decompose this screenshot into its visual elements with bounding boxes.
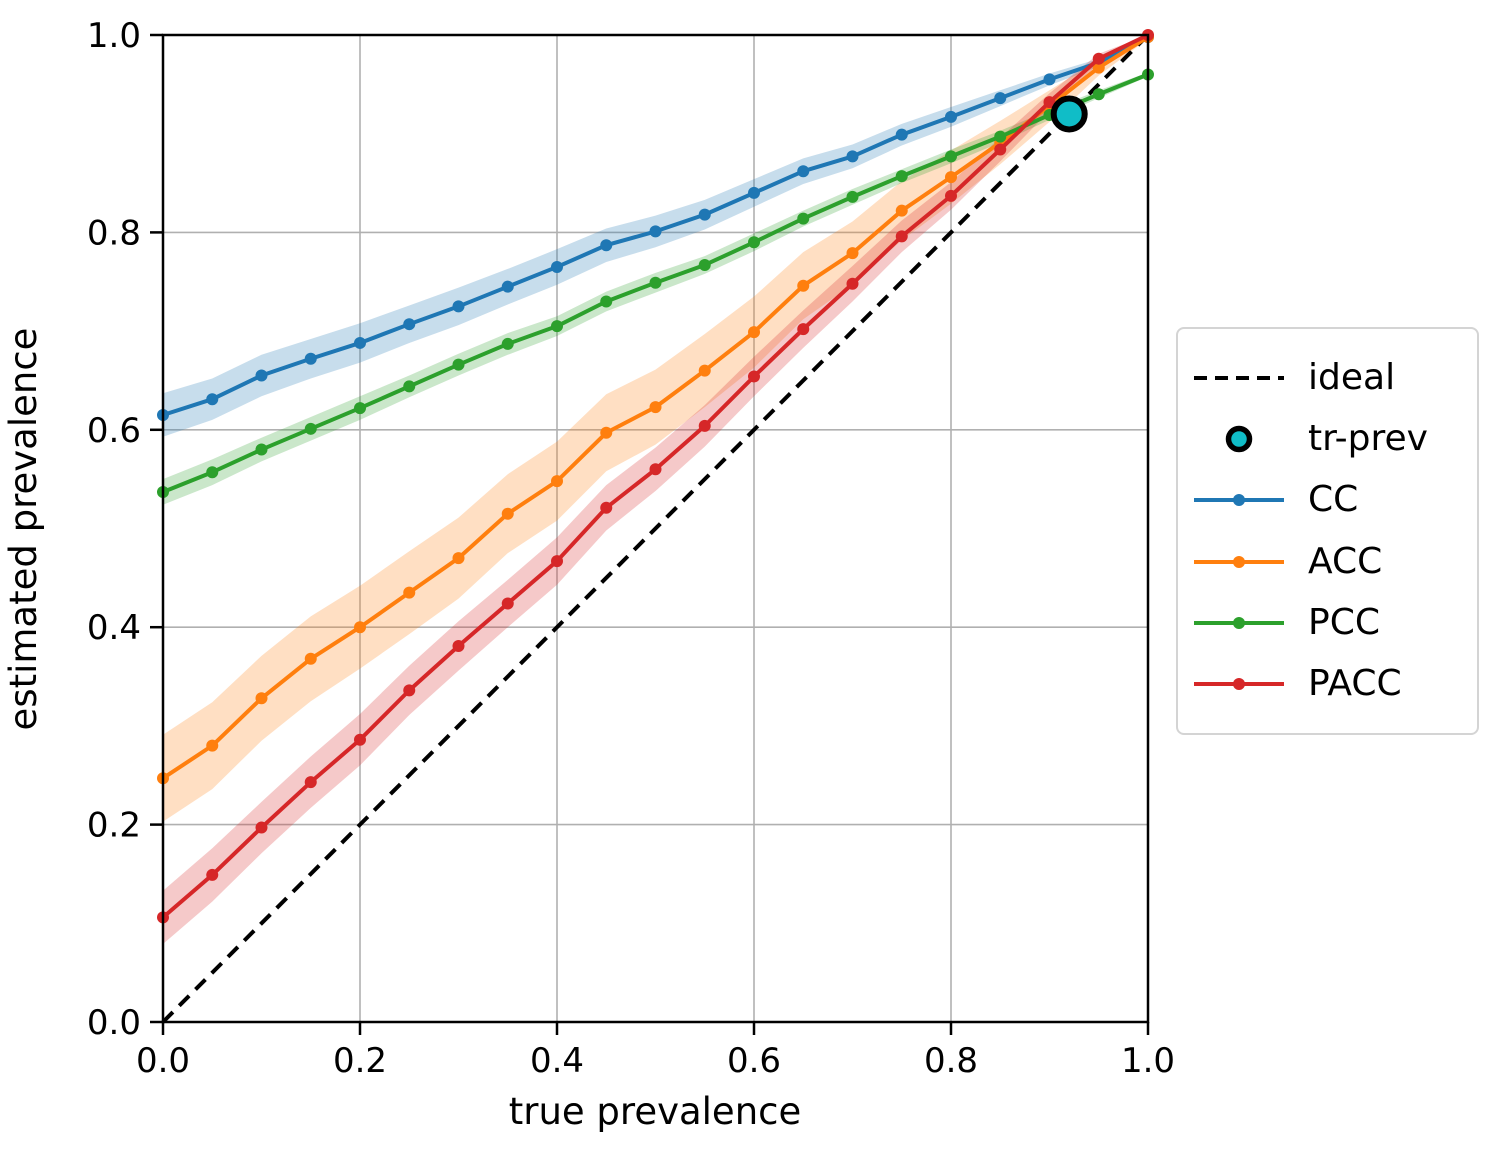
y-tick-label: 1.0 [87, 16, 141, 56]
legend-item-cc: CC [1192, 482, 1477, 518]
dashed-line-icon [1194, 376, 1284, 381]
x-tick-label: 1.0 [1121, 1041, 1175, 1081]
tr-prev-circle-icon [1225, 426, 1253, 453]
legend: ideal tr-prev CC ACC PCC PACC [1176, 327, 1479, 735]
series-lines [157, 29, 1154, 924]
legend-label: tr-prev [1308, 418, 1428, 460]
legend-label: ACC [1308, 540, 1383, 582]
legend-label: PACC [1308, 662, 1402, 704]
series-line-PACC [157, 29, 1154, 924]
pacc-line-icon [1194, 677, 1284, 690]
x-tick-labels: 0.0 0.2 0.4 0.6 0.8 1.0 [136, 1041, 1175, 1081]
x-tick-label: 0.0 [136, 1041, 190, 1081]
legend-label: PCC [1308, 601, 1380, 643]
legend-item-tr-prev: tr-prev [1192, 421, 1477, 457]
axis-ticks [150, 33, 1150, 1035]
axes-spines [161, 33, 1150, 1024]
confidence-bands [163, 35, 1148, 945]
legend-item-pcc: PCC [1192, 601, 1477, 643]
legend-item-pacc: PACC [1192, 662, 1477, 704]
y-tick-label: 0.4 [87, 608, 141, 648]
band-PACC [163, 35, 1148, 945]
legend-item-ideal: ideal [1192, 360, 1477, 396]
cc-line-icon [1194, 494, 1284, 507]
legend-label: ideal [1308, 357, 1396, 399]
x-tick-label: 0.4 [530, 1041, 584, 1081]
tr-prev-marker [1050, 95, 1088, 133]
acc-line-icon [1194, 555, 1284, 568]
legend-item-acc: ACC [1192, 540, 1477, 582]
y-tick-label: 0.2 [87, 806, 141, 846]
x-tick-label: 0.2 [333, 1041, 387, 1081]
series-line-PCC [157, 68, 1154, 498]
x-tick-label: 0.8 [924, 1041, 978, 1081]
pcc-line-icon [1194, 616, 1284, 629]
legend-label: CC [1308, 479, 1359, 521]
y-tick-label: 0.0 [87, 1003, 141, 1043]
x-tick-label: 0.6 [727, 1041, 781, 1081]
y-tick-labels: 0.0 0.2 0.4 0.6 0.8 1.0 [87, 16, 141, 1043]
ideal-line [161, 33, 1150, 1024]
y-tick-label: 0.6 [87, 411, 141, 451]
x-axis-label: true prevalence [509, 1090, 802, 1133]
y-tick-label: 0.8 [87, 213, 141, 253]
y-axis-label: estimated prevalence [2, 328, 45, 731]
